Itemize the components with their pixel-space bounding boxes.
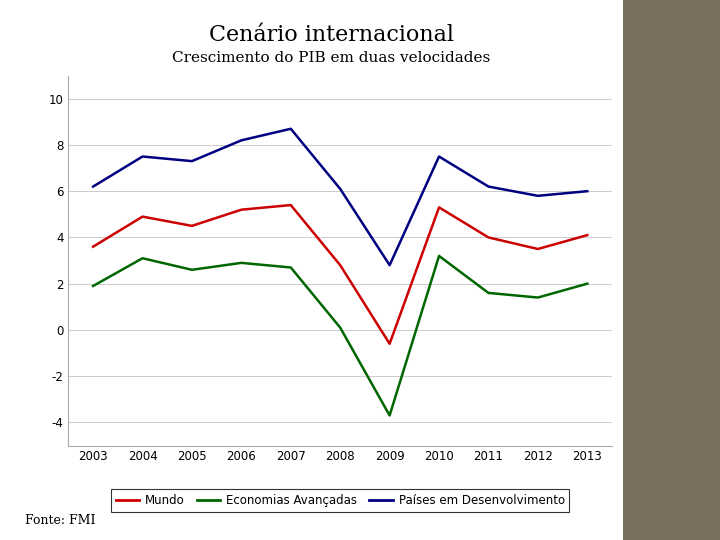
Text: Cenário internacional: Cenário internacional bbox=[209, 24, 454, 46]
Text: Crescimento do PIB em duas velocidades: Crescimento do PIB em duas velocidades bbox=[172, 51, 490, 65]
Legend: Mundo, Economias Avançadas, Países em Desenvolvimento: Mundo, Economias Avançadas, Países em De… bbox=[111, 489, 570, 512]
Text: Fonte: FMI: Fonte: FMI bbox=[25, 514, 96, 526]
